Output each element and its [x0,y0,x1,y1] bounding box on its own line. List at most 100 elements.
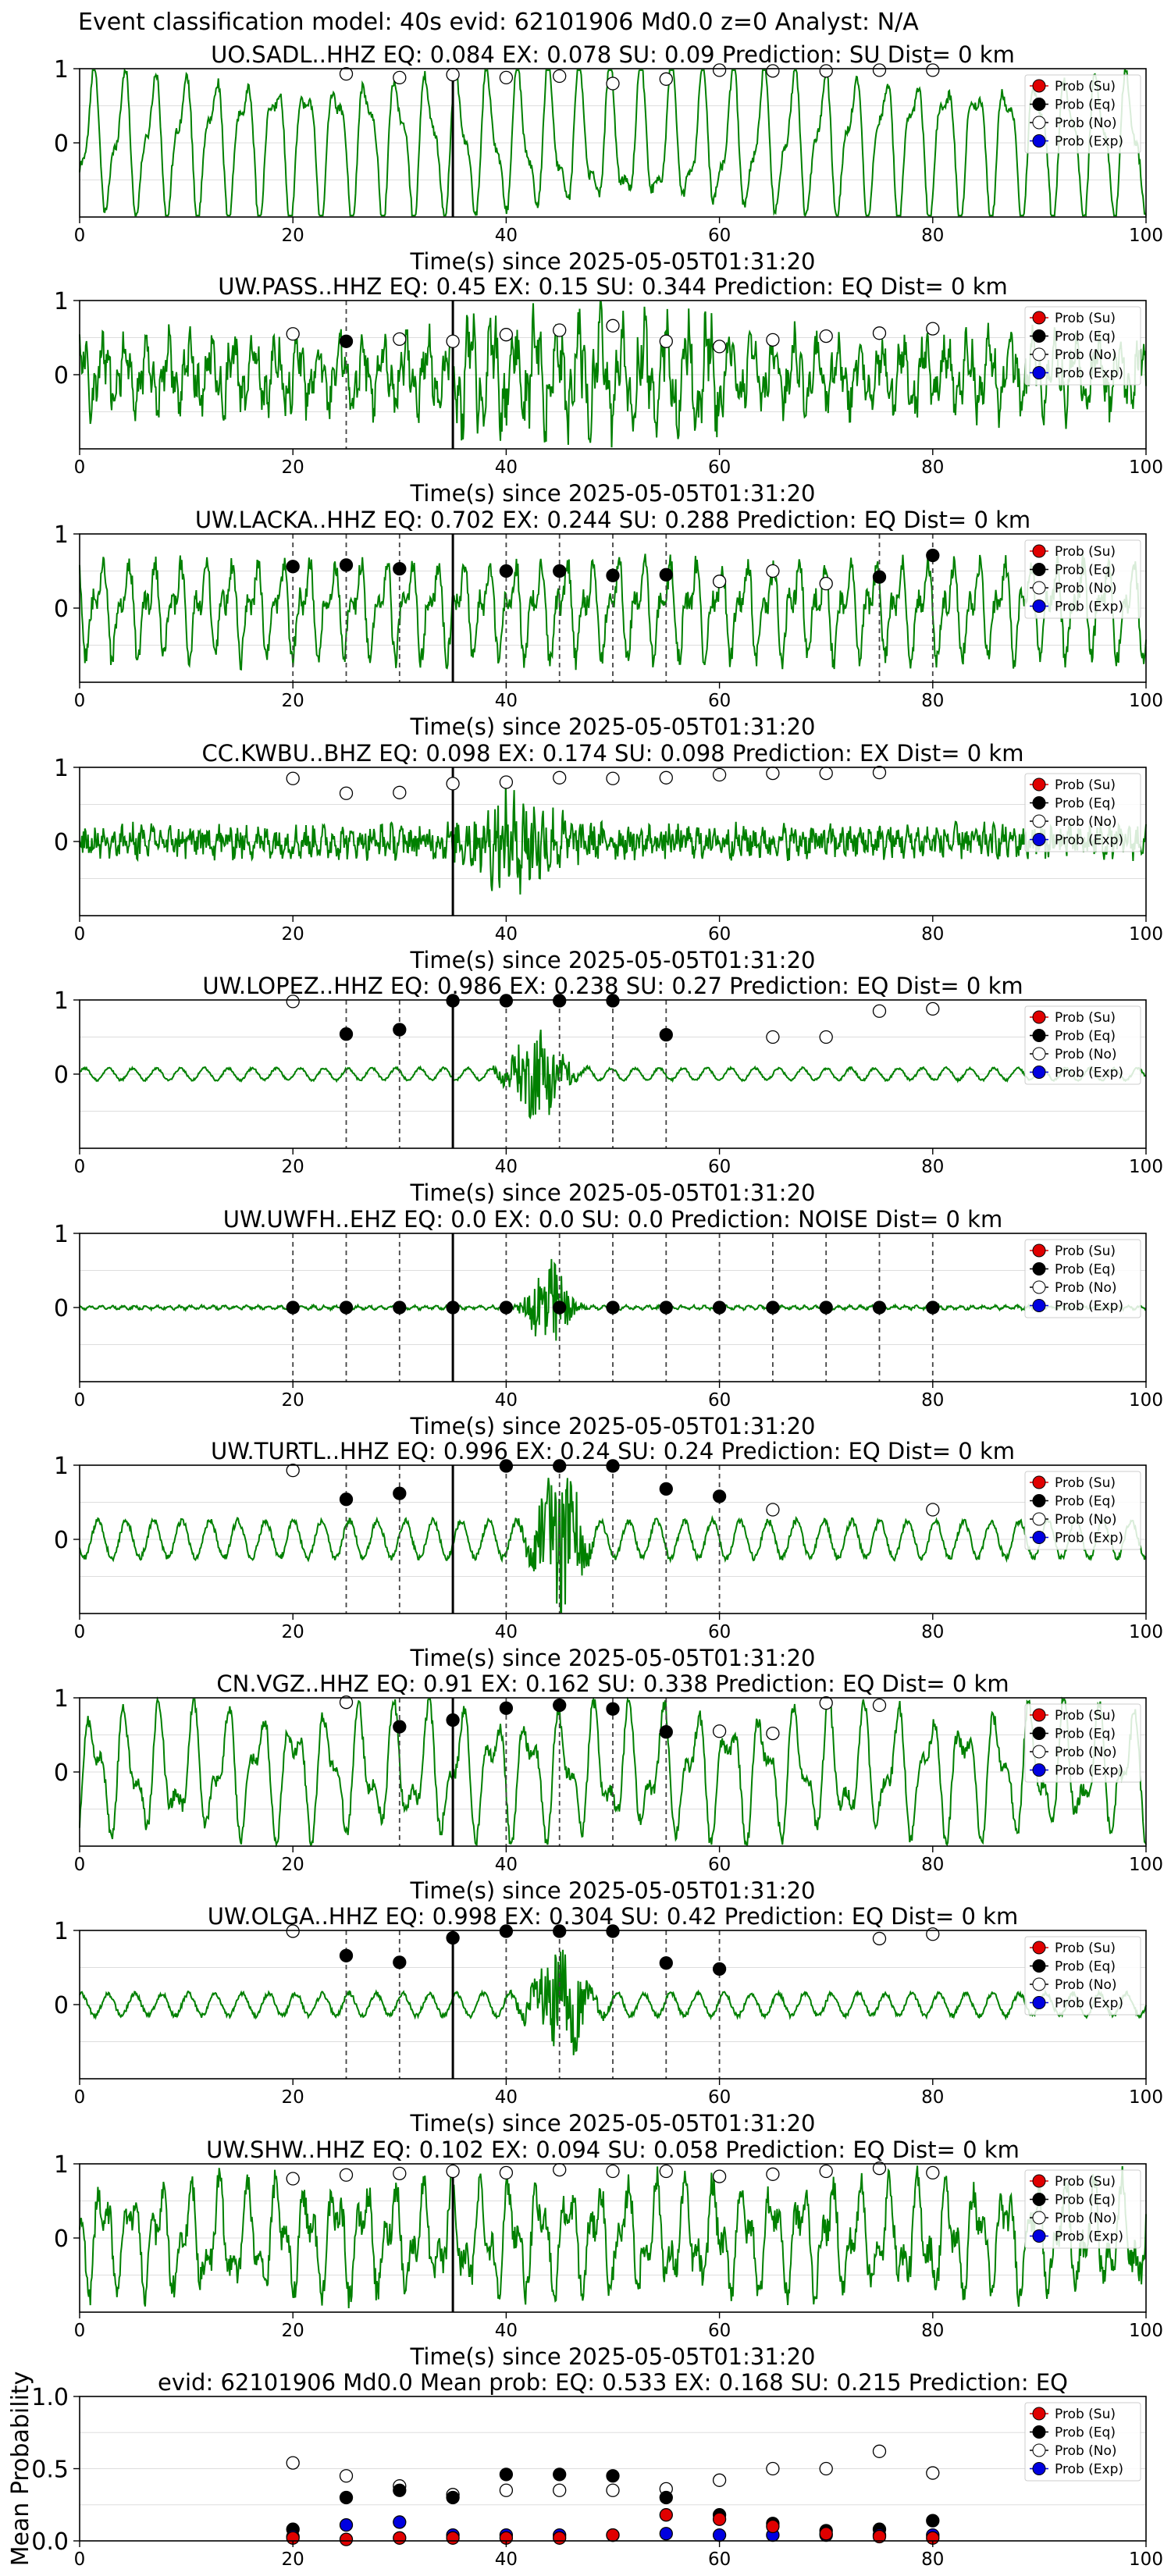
legend-marker [1032,116,1046,130]
legend-label: Prob (Eq) [1055,1262,1116,1278]
legend-box [1024,306,1141,386]
legend-marker [1032,2229,1046,2243]
noise-prob-point [872,1931,887,1946]
noise-prob-point [872,326,887,340]
eq-prob-point [339,1300,354,1315]
mean-prob-point [819,2527,833,2541]
x-axis-label: Time(s) since 2025-05-05T01:31:20 [410,2110,816,2137]
mean-prob-point [446,2490,460,2505]
panel-7: UW.TURTL..HHZ EQ: 0.996 EX: 0.24 SU: 0.2… [54,1438,1163,1671]
noise-prob-point [766,564,780,578]
legend-label: Prob (No) [1055,116,1117,131]
noise-prob-point [659,334,673,348]
waveform-trace [79,301,1147,448]
eq-prob-point [553,1698,567,1713]
legend-marker [1032,1941,1046,1955]
noise-prob-point [659,72,673,86]
noise-prob-point [766,1030,780,1044]
y-tick-label: 1 [54,56,69,84]
eq-prob-point [553,1924,567,1938]
mean-prob-point [339,2517,354,2532]
x-tick-label: 60 [708,1622,731,1642]
legend-label: Prob (No) [1055,1977,1117,1993]
noise-prob-point [446,2164,460,2179]
x-tick-label: 20 [282,2549,304,2570]
x-tick-label: 80 [921,1390,944,1411]
legend-label: Prob (Eq) [1055,1029,1116,1044]
legend-label: Prob (Eq) [1055,329,1116,345]
eq-prob-point [393,1720,407,1734]
noise-prob-point [872,766,887,780]
x-tick-label: 0 [74,1855,86,1875]
eq-prob-point [393,562,407,576]
legend-label: Prob (No) [1055,814,1117,830]
x-tick-label: 20 [282,226,304,246]
eq-prob-point [339,1948,354,1962]
mean-prob-point [606,2483,620,2497]
noise-prob-point [766,766,780,781]
legend-marker [1032,311,1046,325]
x-tick-label: 80 [921,2549,944,2570]
eq-prob-point [553,1459,567,1473]
x-tick-label: 40 [495,226,518,246]
figure-suptitle: Event classification model: 40s evid: 62… [78,9,919,36]
noise-prob-point [606,2164,620,2179]
legend-label: Prob (Su) [1055,311,1116,326]
legend-label: Prob (Exp) [1055,1763,1123,1779]
x-tick-label: 40 [495,924,518,945]
panel-3: UW.LACKA..HHZ EQ: 0.702 EX: 0.244 SU: 0.… [54,507,1163,740]
eq-prob-point [393,1300,407,1315]
noise-prob-point [286,771,300,785]
x-tick-label: 0 [74,2087,86,2108]
noise-prob-point [819,766,833,781]
eq-prob-point [606,1924,620,1938]
mean-prob-point [339,2469,354,2483]
legend-marker [1032,2211,1046,2225]
eq-prob-point [659,1300,673,1315]
y-tick-label: 1 [54,1918,69,1945]
panel-5: UW.LOPEZ..HHZ EQ: 0.986 EX: 0.238 SU: 0.… [54,973,1163,1206]
noise-prob-point [286,1464,300,1478]
legend-label: Prob (No) [1055,581,1117,596]
y-tick-label: 0 [54,130,69,158]
legend-label: Prob (Su) [1055,2174,1116,2190]
legend-marker [1032,1745,1046,1759]
legend-label: Prob (No) [1055,1745,1117,1760]
y-tick-label: 0 [54,1295,69,1322]
noise-prob-point [819,577,833,591]
noise-prob-point [872,1004,887,1018]
noise-prob-point [286,327,300,341]
noise-prob-point [286,1924,300,1938]
mean-prob-point [766,2461,780,2476]
mean-prob-point [393,2483,407,2497]
x-tick-label: 0 [74,1622,86,1642]
noise-prob-point [766,333,780,347]
eq-prob-point [606,1459,620,1473]
legend-marker [1032,1959,1046,1973]
noise-prob-point [926,1503,940,1517]
mean-prob-point [872,2529,887,2544]
x-tick-label: 0 [74,2321,86,2341]
mean-prob-point [659,2527,673,2541]
x-tick-label: 40 [495,691,518,711]
x-axis-label: Time(s) since 2025-05-05T01:31:20 [410,713,816,740]
mean-prob-point [499,2483,514,2497]
x-axis-label: Time(s) since 2025-05-05T01:31:20 [410,1413,816,1439]
panel-9: UW.OLGA..HHZ EQ: 0.998 EX: 0.304 SU: 0.4… [54,1903,1163,2137]
x-tick-label: 20 [282,1157,304,1177]
legend-label: Prob (Eq) [1055,98,1116,113]
panel-title: UO.SADL..HHZ EQ: 0.084 EX: 0.078 SU: 0.0… [211,41,1015,68]
eq-prob-point [712,1489,727,1503]
legend-label: Prob (Exp) [1055,1299,1123,1315]
panel-title: UW.UWFH..EHZ EQ: 0.0 EX: 0.0 SU: 0.0 Pre… [223,1206,1002,1233]
legend-marker [1032,1512,1046,1526]
legend-marker [1032,1727,1046,1740]
noise-prob-point [499,328,514,342]
eq-prob-point [286,1300,300,1315]
x-axis-label: Time(s) since 2025-05-05T01:31:20 [410,1645,816,1671]
noise-prob-point [393,70,407,85]
noise-prob-point [606,771,620,785]
y-tick-label: 0 [54,362,69,390]
legend-label: Prob (Su) [1055,2407,1116,2422]
legend-box [1024,2169,1141,2249]
